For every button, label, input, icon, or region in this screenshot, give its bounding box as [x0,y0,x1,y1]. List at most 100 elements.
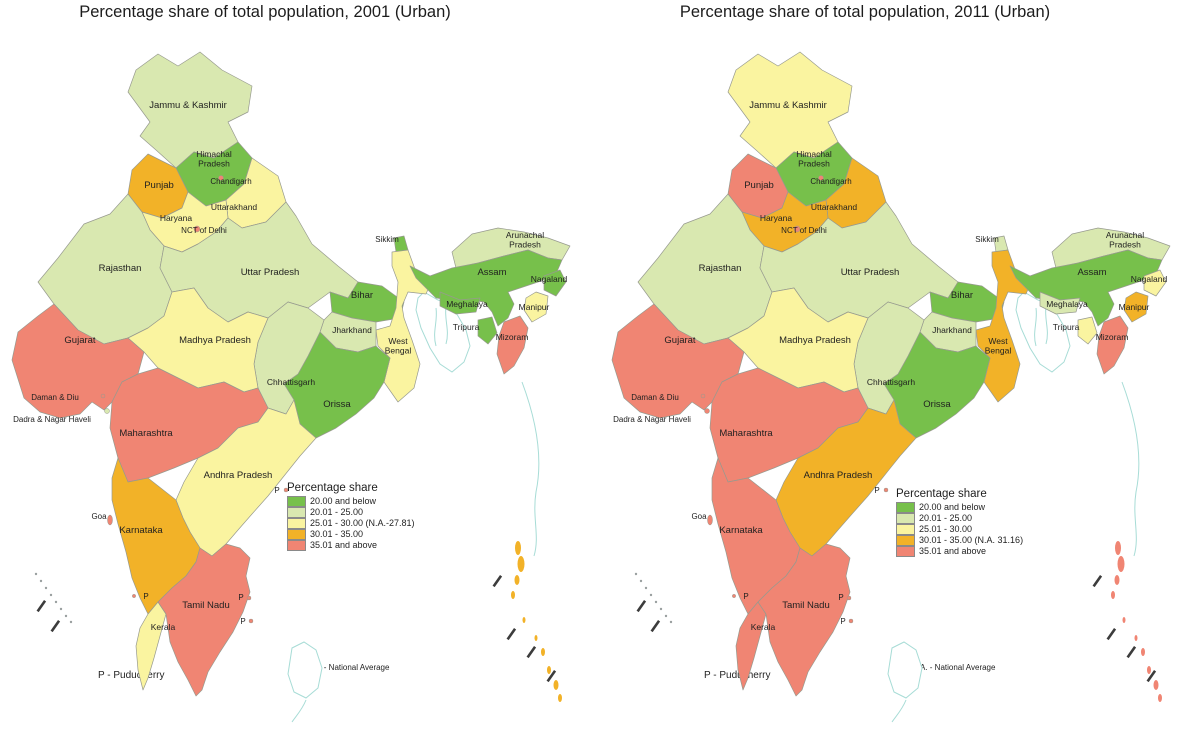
state-label-arunachal-pradesh: Arunachal Pradesh [506,230,544,250]
legend-swatch [287,518,306,529]
territory-lakshadweep [34,572,38,576]
island-label-mark [36,600,47,613]
state-gujarat [11,303,145,419]
legend-label: 20.00 and below [310,496,377,506]
national-average-note: N.A. - National Average [306,663,390,672]
state-label-karnataka: Karnataka [719,525,763,536]
state-jammu-kashmir [127,51,253,169]
territory-puducherry [132,594,136,598]
legend-swatch [287,529,306,540]
state-label-nagaland: Nagaland [531,274,568,284]
territory-lakshadweep [669,620,673,624]
territory-daman-diu [100,393,106,399]
river-line [434,307,437,347]
territory-label-nct-delhi: NCT of Delhi [781,226,827,235]
territory-puducherry [732,594,736,598]
territory-label-puducherry: P [874,486,879,495]
neighbor-country-outline [887,641,923,699]
legend-swatch [287,540,306,551]
state-label-orissa: Orissa [323,399,351,410]
state-label-madhya-pradesh: Madhya Pradesh [179,335,251,346]
map-panel-2001: Percentage share of total population, 20… [11,3,571,723]
territory-andaman-nicobar [1153,680,1159,690]
india-map-2011: Jammu & Kashmir Himachal Pradesh Punjab Utta… [611,51,1171,723]
territory-label-puducherry: P [743,592,748,601]
state-kerala [735,601,767,691]
territory-lakshadweep [44,586,48,590]
state-label-tamil-nadu: Tamil Nadu [782,600,830,611]
island-label-mark [1126,646,1137,659]
territory-dadra-nagar-haveli [104,408,110,414]
territory-dadra-nagar-haveli [704,408,710,414]
state-label-manipur: Manipur [1119,302,1150,312]
territory-andaman-nicobar [511,591,515,599]
state-label-orissa: Orissa [923,399,951,410]
legend-title: Percentage share [896,488,987,500]
state-label-tripura: Tripura [453,322,480,332]
legend-item: 25.01 - 30.00 (N.A.-27.81) [287,518,415,529]
state-kerala [135,601,167,691]
territory-label-puducherry: P [240,617,245,626]
legend-label: 20.00 and below [919,502,986,512]
state-tamil-nadu [157,543,251,697]
state-label-kerala: Kerala [751,622,776,632]
legend-item: 30.01 - 35.00 (N.A. 31.16) [896,535,1023,546]
territory-andaman-nicobar [522,617,526,623]
river-line [1045,305,1048,345]
legend-label: 30.01 - 35.00 [310,529,364,539]
state-label-himachal-pradesh: Himachal Pradesh [796,149,832,169]
state-gujarat [611,303,745,419]
legend-2001: Percentage share 20.00 and below 20.01 - 2… [287,482,415,551]
state-label-jharkhand: Jharkhand [332,325,372,335]
state-label-gujarat: Gujarat [64,335,96,346]
territory-puducherry [246,595,252,601]
state-label-maharashtra: Maharashtra [119,428,173,439]
map-title-2001: Percentage share of total population, 20… [79,3,451,21]
state-label-arunachal-pradesh: Arunachal Pradesh [1106,230,1144,250]
state-label-tripura: Tripura [1053,322,1080,332]
territory-andaman-nicobar [1117,556,1125,572]
territory-andaman-nicobar [541,648,545,656]
territory-lakshadweep [59,607,63,611]
state-label-rajasthan: Rajasthan [99,263,142,274]
state-label-maharashtra: Maharashtra [719,428,773,439]
puducherry-note: P - Puducherry [704,670,771,681]
territory-chandigarh [818,175,824,181]
territory-lakshadweep [644,586,648,590]
state-label-mizoram: Mizoram [496,332,529,342]
state-nagaland [1143,269,1167,297]
territory-lakshadweep [664,614,668,618]
state-jammu-kashmir [727,51,853,169]
state-label-assam: Assam [1077,267,1106,278]
territory-label-puducherry: P [143,592,148,601]
territory-puducherry [848,618,854,624]
legend-item: 20.00 and below [287,496,415,507]
state-label-uttarakhand: Uttarakhand [211,202,258,212]
state-label-punjab: Punjab [144,180,174,191]
state-label-chhattisgarh: Chhattisgarh [267,377,315,387]
territory-label-dadra-nagar-haveli: Dadra & Nagar Haveli [613,415,691,424]
map-panel-2011: Percentage share of total population, 20… [600,0,1200,731]
state-label-andhra-pradesh: Andhra Pradesh [204,470,273,481]
territory-andaman-nicobar [534,635,538,641]
territory-puducherry [883,487,889,493]
territory-andaman-nicobar [553,680,559,690]
territory-lakshadweep [659,607,663,611]
territory-daman-diu [700,393,706,399]
territory-chandigarh [218,175,224,181]
territory-nct-delhi [793,225,801,233]
territory-andaman-nicobar [517,556,525,572]
territory-label-puducherry: P [838,593,843,602]
legend-swatch [896,524,915,535]
territory-andaman-nicobar [558,694,562,702]
national-average-note: N.A. - National Average [912,663,996,672]
territory-nct-delhi [193,225,201,233]
territory-label-goa: Goa [691,512,707,521]
state-label-uttar-pradesh: Uttar Pradesh [841,267,900,278]
state-label-nagaland: Nagaland [1131,274,1168,284]
island-label-mark [50,619,61,633]
territory-andaman-nicobar [1114,575,1120,585]
neighbor-country-outline [287,641,323,699]
territory-label-puducherry: P [238,593,243,602]
